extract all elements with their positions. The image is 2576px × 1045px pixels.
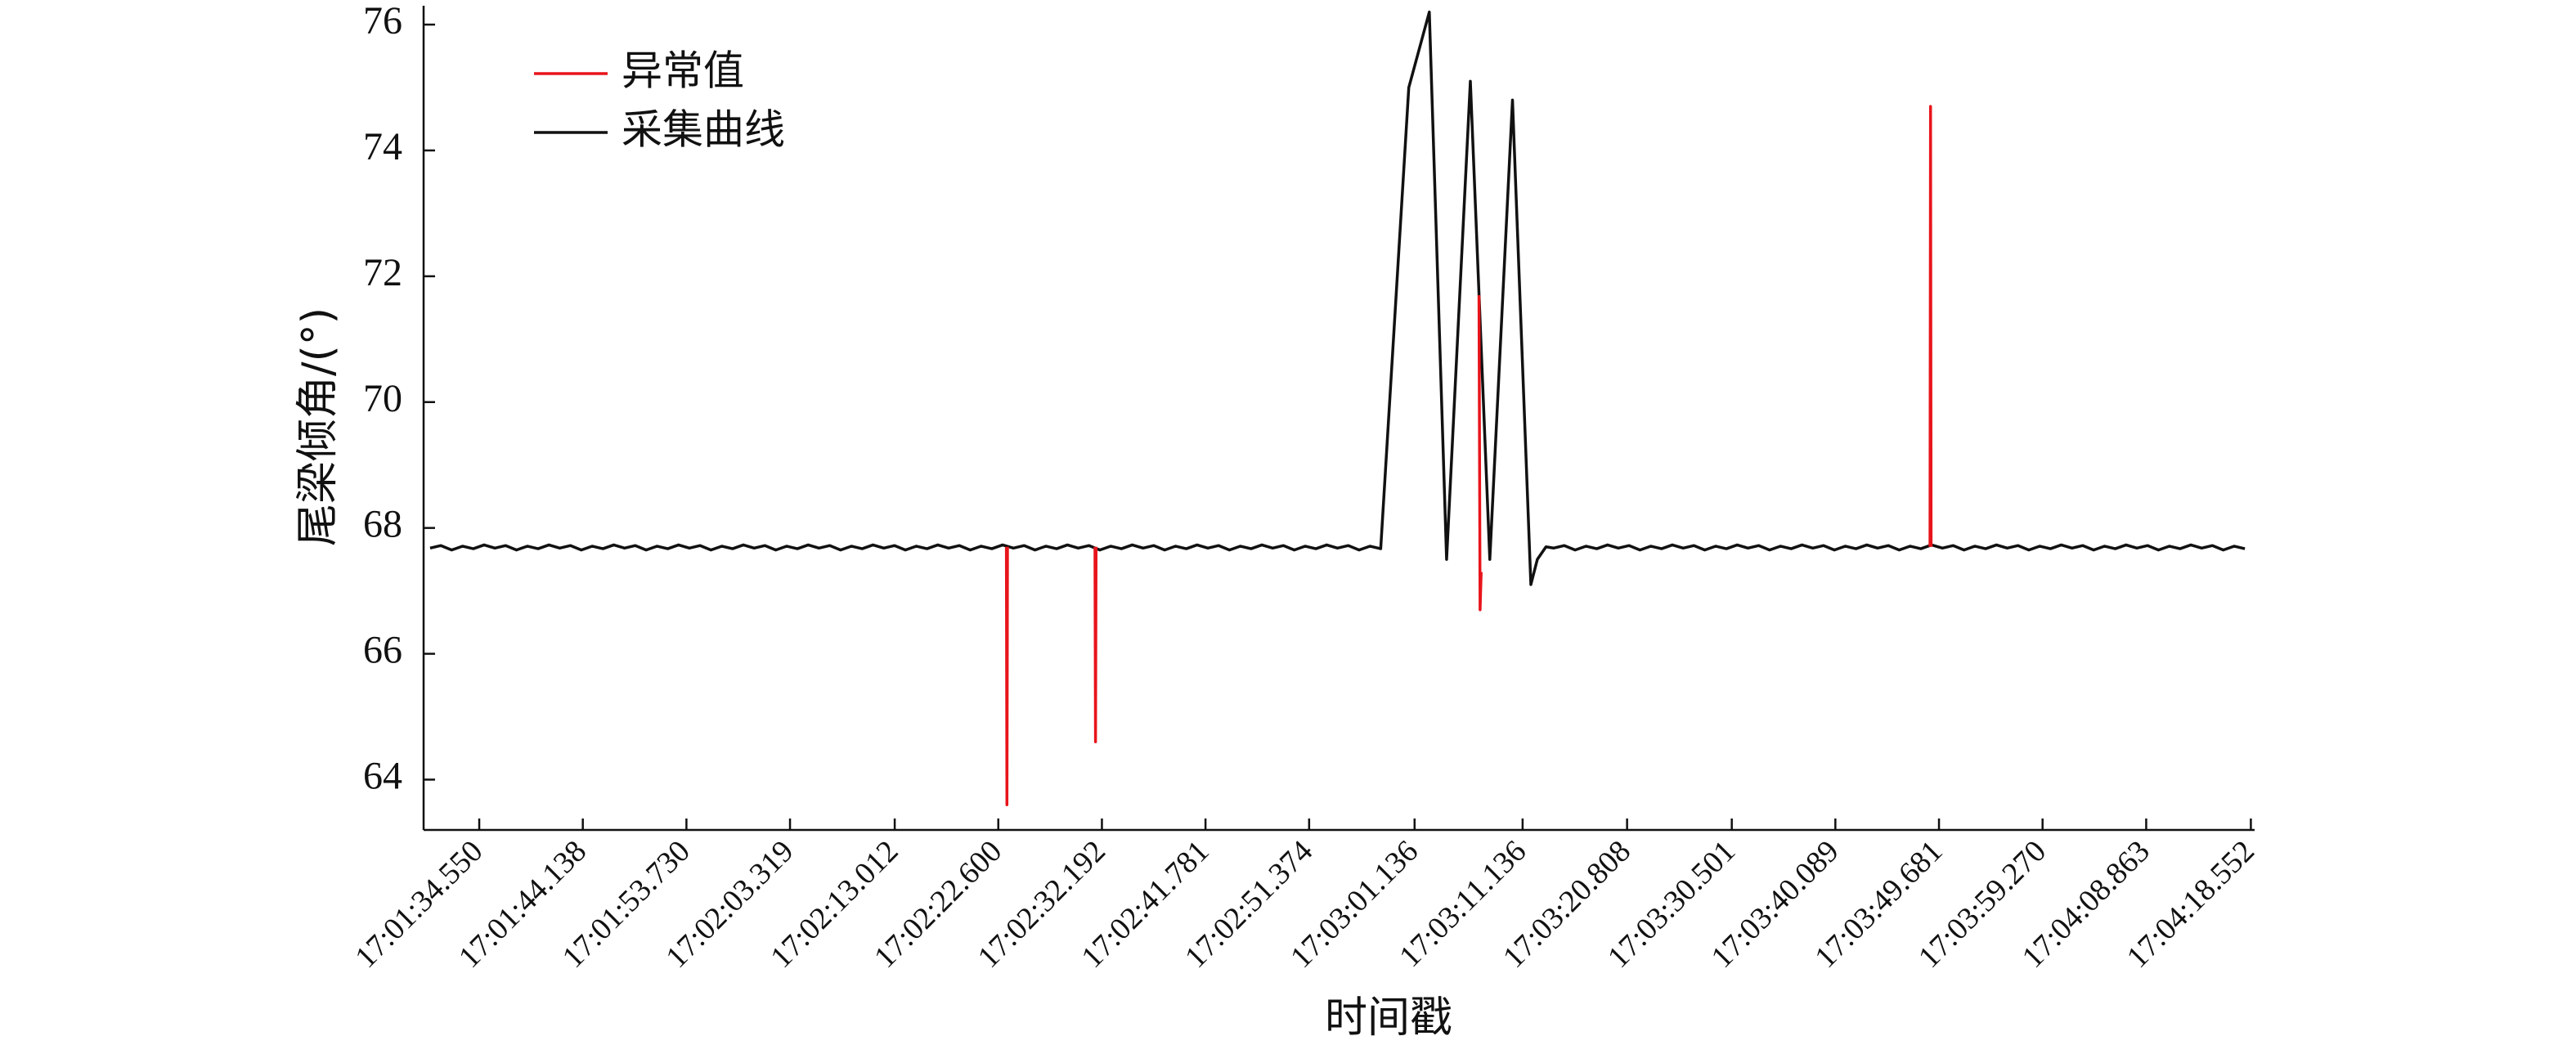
series-line: [429, 10, 2246, 586]
y-axis-title: 尾梁倾角/(°): [294, 307, 343, 546]
y-tick-label: 68: [363, 503, 402, 546]
y-tick-label: 76: [363, 0, 402, 43]
y-tick-label: 74: [363, 125, 402, 168]
legend-label: 采集曲线: [622, 106, 785, 154]
x-axis-title: 时间戳: [1325, 993, 1452, 1043]
y-tick-label: 66: [363, 629, 402, 672]
y-tick-label: 70: [363, 377, 402, 420]
legend-label: 异常值: [622, 47, 744, 95]
y-tick-label: 72: [363, 251, 402, 294]
y-tick-label: 64: [363, 754, 402, 797]
series-line: [1004, 105, 1933, 806]
